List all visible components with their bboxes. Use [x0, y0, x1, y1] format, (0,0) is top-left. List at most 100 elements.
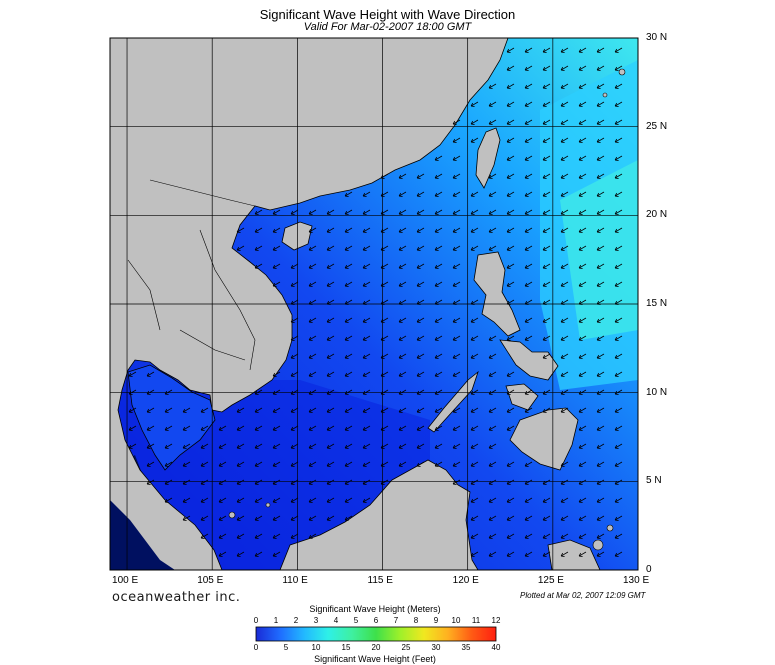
wave-arrow [506, 83, 515, 89]
legend-meters-tick: 12 [491, 616, 501, 625]
latitude-label: 0 [646, 564, 652, 575]
wave-arrow [542, 533, 551, 539]
wave-arrow [524, 317, 533, 323]
legend-feet-tick: 15 [341, 643, 351, 652]
land-hainan [281, 221, 313, 251]
wave-arrow [614, 497, 623, 503]
wave-arrow [290, 497, 299, 503]
wave-arrow [326, 263, 335, 269]
wave-arrow [254, 551, 263, 557]
wave-arrow [596, 209, 605, 215]
wave-arrow [506, 407, 515, 413]
wave-arrow [596, 425, 605, 431]
wave-arrow [452, 479, 461, 485]
wave-arrow [524, 191, 533, 197]
wave-arrow [506, 551, 515, 557]
wave-arrow [506, 137, 515, 143]
wave-arrow [506, 155, 515, 161]
wave-arrow [380, 425, 389, 431]
wave-arrow [416, 389, 425, 395]
wave-arrow [560, 407, 569, 413]
wave-arrow [380, 317, 389, 323]
wave-arrow [560, 533, 569, 539]
wave-arrow [524, 47, 533, 53]
wave-arrow [290, 263, 299, 269]
wave-arrow [326, 245, 335, 251]
wave-arrow [578, 407, 587, 413]
wave-arrow [578, 173, 587, 179]
wave-arrow [542, 389, 551, 395]
wave-arrow [308, 407, 317, 413]
wave-arrow [362, 209, 371, 215]
wave-arrow [398, 443, 407, 449]
wave-arrow [290, 443, 299, 449]
wave-arrow [272, 461, 281, 467]
wave-arrow [290, 533, 299, 539]
map-area [110, 38, 638, 570]
wave-arrow [398, 317, 407, 323]
wave-arrow [470, 533, 479, 539]
wave-arrow [614, 209, 623, 215]
wave-arrow [578, 299, 587, 305]
wave-arrow [290, 281, 299, 287]
wave-arrow [452, 227, 461, 233]
wave-arrow [218, 551, 227, 557]
legend-meters-title: Significant Wave Height (Meters) [309, 604, 441, 614]
latitude-label: 30 N [646, 32, 668, 43]
wave-arrow [524, 515, 533, 521]
legend-meters-tick: 9 [433, 616, 439, 625]
longitude-label: 120 E [452, 575, 479, 586]
legend-meters-tick: 8 [413, 616, 419, 625]
wave-arrow [362, 461, 371, 467]
wave-arrow [542, 245, 551, 251]
wave-arrow [380, 443, 389, 449]
land-luzon [473, 251, 521, 337]
wave-arrow [326, 371, 335, 377]
wave-arrow [470, 245, 479, 251]
wave-arrow [290, 479, 299, 485]
wave-arrow [272, 407, 281, 413]
wave-arrow [398, 245, 407, 251]
wave-arrow [380, 461, 389, 467]
longitude-label: 125 E [537, 575, 564, 586]
wave-arrow [596, 101, 605, 107]
wave-arrow [506, 173, 515, 179]
wave-arrow [362, 425, 371, 431]
wave-arrow [614, 47, 623, 53]
wave-arrow [434, 335, 443, 341]
wave-arrow [560, 299, 569, 305]
wave-arrow [200, 497, 209, 503]
wave-arrow [578, 245, 587, 251]
wave-arrow [506, 461, 515, 467]
wave-arrow [416, 173, 425, 179]
wave-arrow [290, 353, 299, 359]
wave-arrow [542, 227, 551, 233]
wave-arrow [362, 353, 371, 359]
wave-arrow [182, 461, 191, 467]
wave-arrow [380, 479, 389, 485]
wave-arrow [488, 407, 497, 413]
wave-arrow [524, 533, 533, 539]
wave-arrow [380, 407, 389, 413]
wave-arrow [308, 461, 317, 467]
wave-arrow [416, 281, 425, 287]
wave-arrow [308, 443, 317, 449]
wave-arrow [398, 299, 407, 305]
wave-arrow [380, 281, 389, 287]
wave-arrow [488, 245, 497, 251]
wave-arrow [290, 371, 299, 377]
wave-arrow [416, 461, 425, 467]
wave-arrow [524, 137, 533, 143]
legend-feet-tick: 30 [431, 643, 441, 652]
wave-arrow [470, 497, 479, 503]
wave-arrow [578, 263, 587, 269]
wave-arrow [452, 443, 461, 449]
wave-arrow [596, 47, 605, 53]
wave-arrow [506, 497, 515, 503]
wave-arrow [614, 443, 623, 449]
wave-arrow [398, 227, 407, 233]
wave-arrow [308, 299, 317, 305]
wave-arrow [560, 137, 569, 143]
wave-arrow [344, 191, 353, 197]
wave-arrow [524, 263, 533, 269]
